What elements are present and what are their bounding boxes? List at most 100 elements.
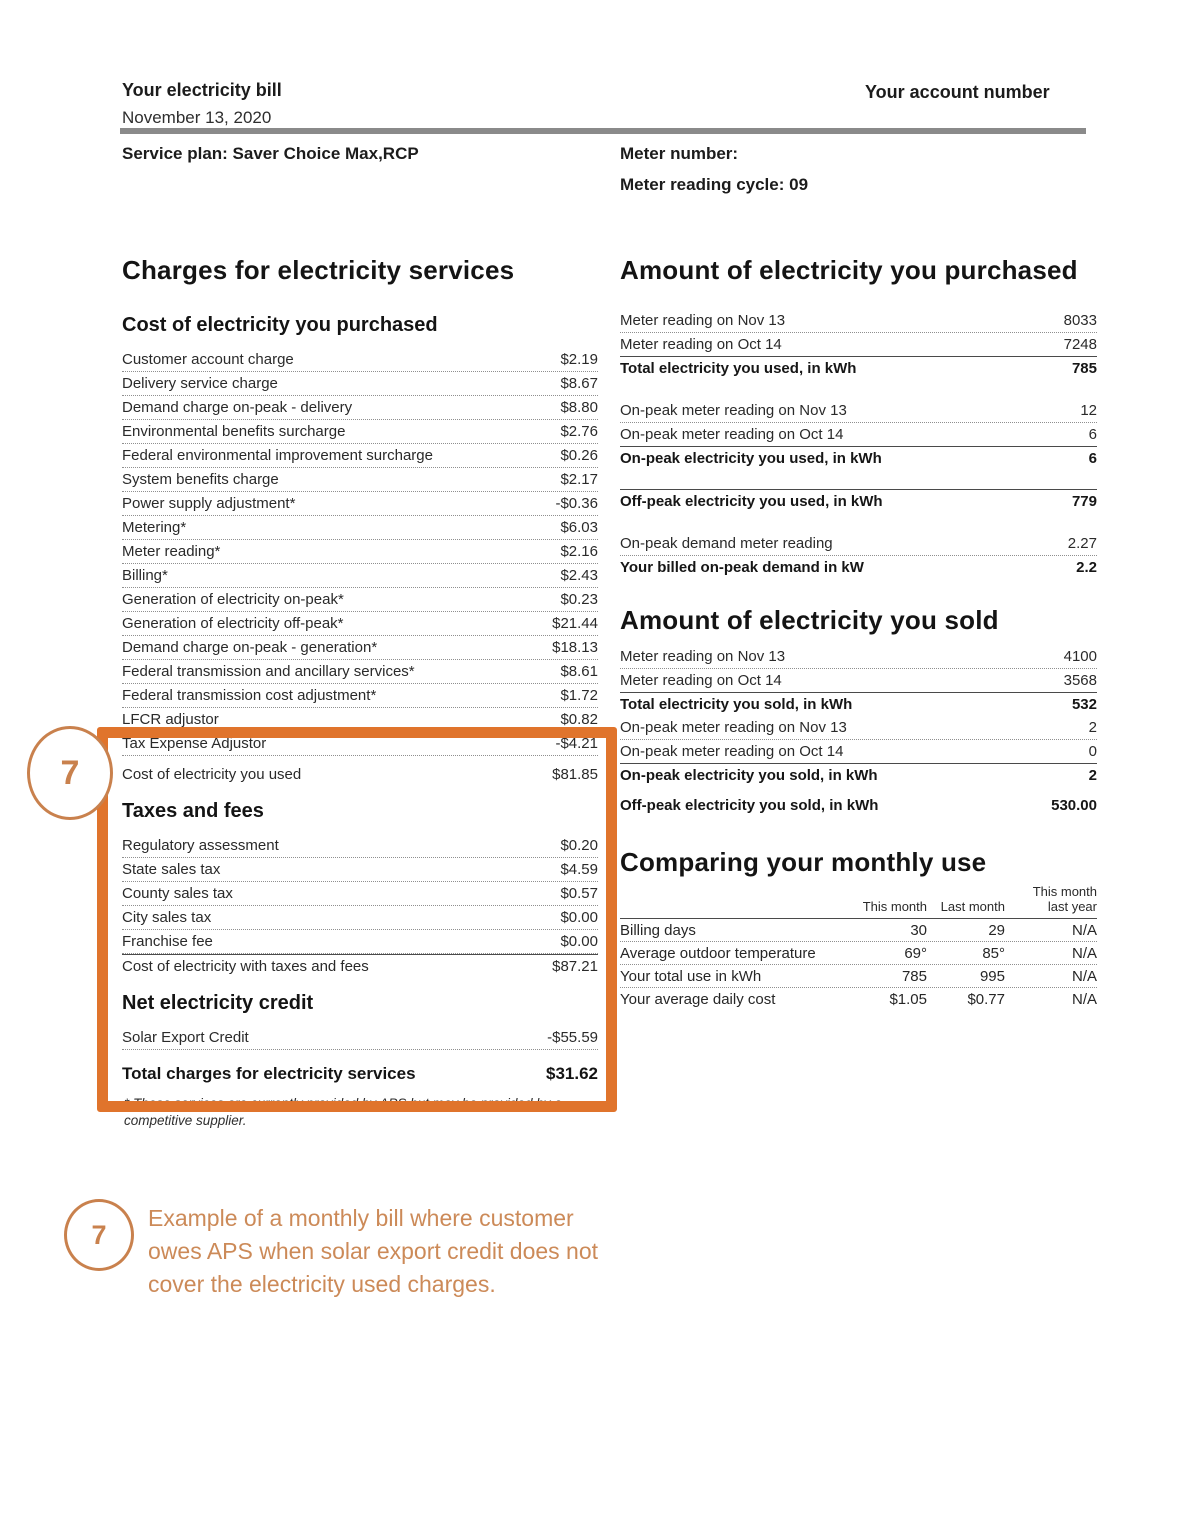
purchased-amount-rows: Meter reading on Nov 13 8033 Meter reading… xyxy=(620,309,1097,579)
row-label: On-peak electricity you sold, in kWh xyxy=(620,767,878,784)
row-value: $87.21 xyxy=(552,958,598,975)
taxes-rows: Regulatory assessment $0.20 State sales ta… xyxy=(122,834,598,978)
bill-row: Generation of electricity off-peak* $21.4… xyxy=(122,612,598,636)
row-label: LFCR adjustor xyxy=(122,711,219,728)
row-value: 3568 xyxy=(1063,672,1097,689)
compare-title: Comparing your monthly use xyxy=(620,847,987,877)
row-label: Total electricity you used, in kWh xyxy=(620,360,857,377)
bill-row: Cost of electricity you used $81.85 xyxy=(122,763,598,786)
compare-row-value: 30 xyxy=(910,922,927,939)
purchased-cost-rows: Customer account charge $2.19 Delivery ser… xyxy=(122,348,598,786)
bill-row: Federal transmission and ancillary servi… xyxy=(122,660,598,684)
row-value: $2.19 xyxy=(560,351,598,368)
row-label: On-peak electricity you used, in kWh xyxy=(620,450,882,467)
row-value: $2.17 xyxy=(560,471,598,488)
taxes-title: Taxes and fees xyxy=(122,800,264,822)
row-label: Meter reading* xyxy=(122,543,221,560)
bill-row: Federal environmental improvement surcha… xyxy=(122,444,598,468)
purchased-cost-title: Cost of electricity you purchased xyxy=(122,314,438,336)
row-label: On-peak demand meter reading xyxy=(620,535,833,552)
sold-amount-rows: Meter reading on Nov 13 4100 Meter reading… xyxy=(620,645,1097,817)
row-label: Environmental benefits surcharge xyxy=(122,423,346,440)
bill-row: Customer account charge $2.19 xyxy=(122,348,598,372)
compare-row-label: Your average daily cost xyxy=(620,991,776,1008)
row-label: Customer account charge xyxy=(122,351,294,368)
bill-row: Tax Expense Adjustor -$4.21 xyxy=(122,732,598,756)
row-label: Tax Expense Adjustor xyxy=(122,735,267,752)
row-label: Federal environmental improvement surcha… xyxy=(122,447,433,464)
compare-table: This month Last month This month last year… xyxy=(620,881,1097,1010)
account-number-label: Your account number xyxy=(865,82,1050,102)
usage-section: Amount of electricity you purchased Mete… xyxy=(620,255,1097,1010)
row-label: Generation of electricity off-peak* xyxy=(122,615,344,632)
row-value: 779 xyxy=(1071,493,1097,510)
row-label: On-peak meter reading on Oct 14 xyxy=(620,743,844,760)
callout-text: Example of a monthly bill where customer… xyxy=(148,1205,599,1297)
row-value: $0.00 xyxy=(560,933,598,950)
meter-info: Meter number: Meter reading cycle: 09 xyxy=(620,144,808,195)
row-label: On-peak meter reading on Nov 13 xyxy=(620,402,847,419)
row-label: Generation of electricity on-peak* xyxy=(122,591,344,608)
bill-row: Delivery service charge $8.67 xyxy=(122,372,598,396)
row-value: $0.23 xyxy=(560,591,598,608)
compare-row-label: Billing days xyxy=(620,922,696,939)
compare-row-value: 29 xyxy=(988,922,1005,939)
compare-column-header: Last month xyxy=(940,899,1005,914)
bill-row: System benefits charge $2.17 xyxy=(122,468,598,492)
compare-row-value: $1.05 xyxy=(889,991,927,1008)
row-label: Total electricity you sold, in kWh xyxy=(620,696,853,713)
row-value: $18.13 xyxy=(552,639,598,656)
bill-row: Solar Export Credit -$55.59 xyxy=(122,1026,598,1050)
bill-row: City sales tax $0.00 xyxy=(122,906,598,930)
row-value: 7248 xyxy=(1063,336,1097,353)
compare-row-value: N/A xyxy=(1071,922,1097,939)
row-label: Demand charge on-peak - generation* xyxy=(122,639,378,656)
row-value: 12 xyxy=(1080,402,1097,419)
row-value: 532 xyxy=(1071,696,1097,713)
total-charges-label: Total charges for electricity services xyxy=(122,1064,416,1083)
row-value: $0.20 xyxy=(560,837,598,854)
row-label: Your billed on-peak demand in kW xyxy=(620,559,864,576)
bill-date: November 13, 2020 xyxy=(122,108,272,127)
compare-row: Average outdoor temperature 69° 85° N/A xyxy=(620,942,1097,965)
bill-row: On-peak electricity you sold, in kWh 2 xyxy=(620,764,1097,787)
compare-column-header: This month last year xyxy=(1032,884,1097,914)
row-value: 8033 xyxy=(1063,312,1097,329)
credit-title: Net electricity credit xyxy=(122,992,314,1014)
row-value: $81.85 xyxy=(552,766,598,783)
row-value: $6.03 xyxy=(560,519,598,536)
bill-row: On-peak electricity you used, in kWh 6 xyxy=(620,447,1097,470)
bill-row: Total electricity you used, in kWh 785 xyxy=(620,357,1097,380)
row-label: Federal transmission and ancillary servi… xyxy=(122,663,415,680)
bill-row: Metering* $6.03 xyxy=(122,516,598,540)
bill-row: Meter reading on Oct 14 7248 xyxy=(620,333,1097,357)
bill-row: Environmental benefits surcharge $2.76 xyxy=(122,420,598,444)
row-value: $0.00 xyxy=(560,909,598,926)
row-value: 530.00 xyxy=(1051,797,1097,814)
row-value: $0.26 xyxy=(560,447,598,464)
row-label: Delivery service charge xyxy=(122,375,278,392)
header-divider xyxy=(120,128,1086,134)
compare-column-header: This month xyxy=(862,899,927,914)
row-label: Cost of electricity with taxes and fees xyxy=(122,958,369,975)
compare-row-value: 995 xyxy=(979,968,1005,985)
bill-row: On-peak demand meter reading 2.27 xyxy=(620,532,1097,556)
bill-row: Meter reading on Oct 14 3568 xyxy=(620,669,1097,693)
row-value: $4.59 xyxy=(560,861,598,878)
row-value: $0.82 xyxy=(560,711,598,728)
row-value: 2.27 xyxy=(1067,535,1097,552)
row-value: -$0.36 xyxy=(555,495,598,512)
compare-row-value: N/A xyxy=(1071,968,1097,985)
bill-row: On-peak meter reading on Oct 14 0 xyxy=(620,740,1097,764)
compare-row-label: Your total use in kWh xyxy=(620,968,762,985)
bill-row: Meter reading* $2.16 xyxy=(122,540,598,564)
row-label: Billing* xyxy=(122,567,168,584)
bill-row: Off-peak electricity you used, in kWh 779 xyxy=(620,489,1097,513)
bill-row: On-peak meter reading on Oct 14 6 xyxy=(620,423,1097,447)
bill-row: Meter reading on Nov 13 8033 xyxy=(620,309,1097,333)
bill-row: State sales tax $4.59 xyxy=(122,858,598,882)
charges-title: Charges for electricity services xyxy=(122,255,515,285)
bill-row: Off-peak electricity you sold, in kWh 530… xyxy=(620,794,1097,817)
row-value: $8.61 xyxy=(560,663,598,680)
row-value: 0 xyxy=(1088,743,1097,760)
